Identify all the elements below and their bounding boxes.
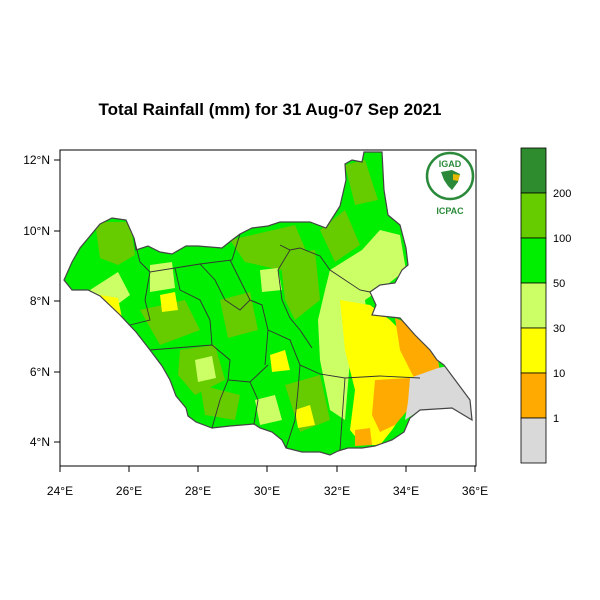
- legend-swatch: [520, 282, 547, 329]
- legend-label: 30: [553, 323, 565, 335]
- legend-colorbar: [520, 147, 547, 464]
- x-axis-ticks: [59, 466, 476, 472]
- horn-of-africa-highlight-icon: [453, 174, 460, 181]
- legend-swatch: [520, 147, 547, 194]
- legend-swatch: [520, 372, 547, 419]
- legend-swatch: [520, 327, 547, 374]
- x-axis-labels: 24°E 26°E 28°E 30°E 32°E 34°E 36°E: [47, 484, 488, 498]
- map-title: Total Rainfall (mm) for 31 Aug-07 Sep 20…: [98, 100, 442, 119]
- lat-label: 8°N: [30, 294, 50, 308]
- lon-label: 36°E: [462, 484, 488, 498]
- y-axis-labels: 12°N 10°N 8°N 6°N 4°N: [23, 153, 50, 449]
- legend-label: 50: [553, 278, 565, 290]
- legend-swatch: [520, 237, 547, 284]
- lat-label: 4°N: [30, 435, 50, 449]
- lon-label: 26°E: [116, 484, 142, 498]
- lat-label: 10°N: [23, 224, 50, 238]
- state-boundaries: [129, 233, 421, 451]
- legend-label: 10: [553, 368, 565, 380]
- y-axis-ticks: [54, 159, 60, 443]
- legend-label: 1: [553, 413, 559, 425]
- country-outline: [63, 151, 473, 456]
- lon-label: 24°E: [47, 484, 73, 498]
- lon-label: 34°E: [393, 484, 419, 498]
- legend-swatch: [520, 192, 547, 239]
- legend-labels: 200 100 50 30 10 1: [553, 188, 571, 425]
- legend-label: 200: [553, 188, 571, 200]
- lon-label: 28°E: [185, 484, 211, 498]
- logo-top-text: IGAD: [439, 159, 462, 169]
- legend-swatch: [520, 417, 547, 464]
- logo-bottom-text: ICPAC: [436, 206, 464, 216]
- lon-label: 32°E: [324, 484, 350, 498]
- legend-label: 100: [553, 233, 571, 245]
- lat-label: 6°N: [30, 365, 50, 379]
- lon-label: 30°E: [254, 484, 280, 498]
- icpac-logo: IGAD ICPAC: [425, 151, 475, 216]
- lat-label: 12°N: [23, 153, 50, 167]
